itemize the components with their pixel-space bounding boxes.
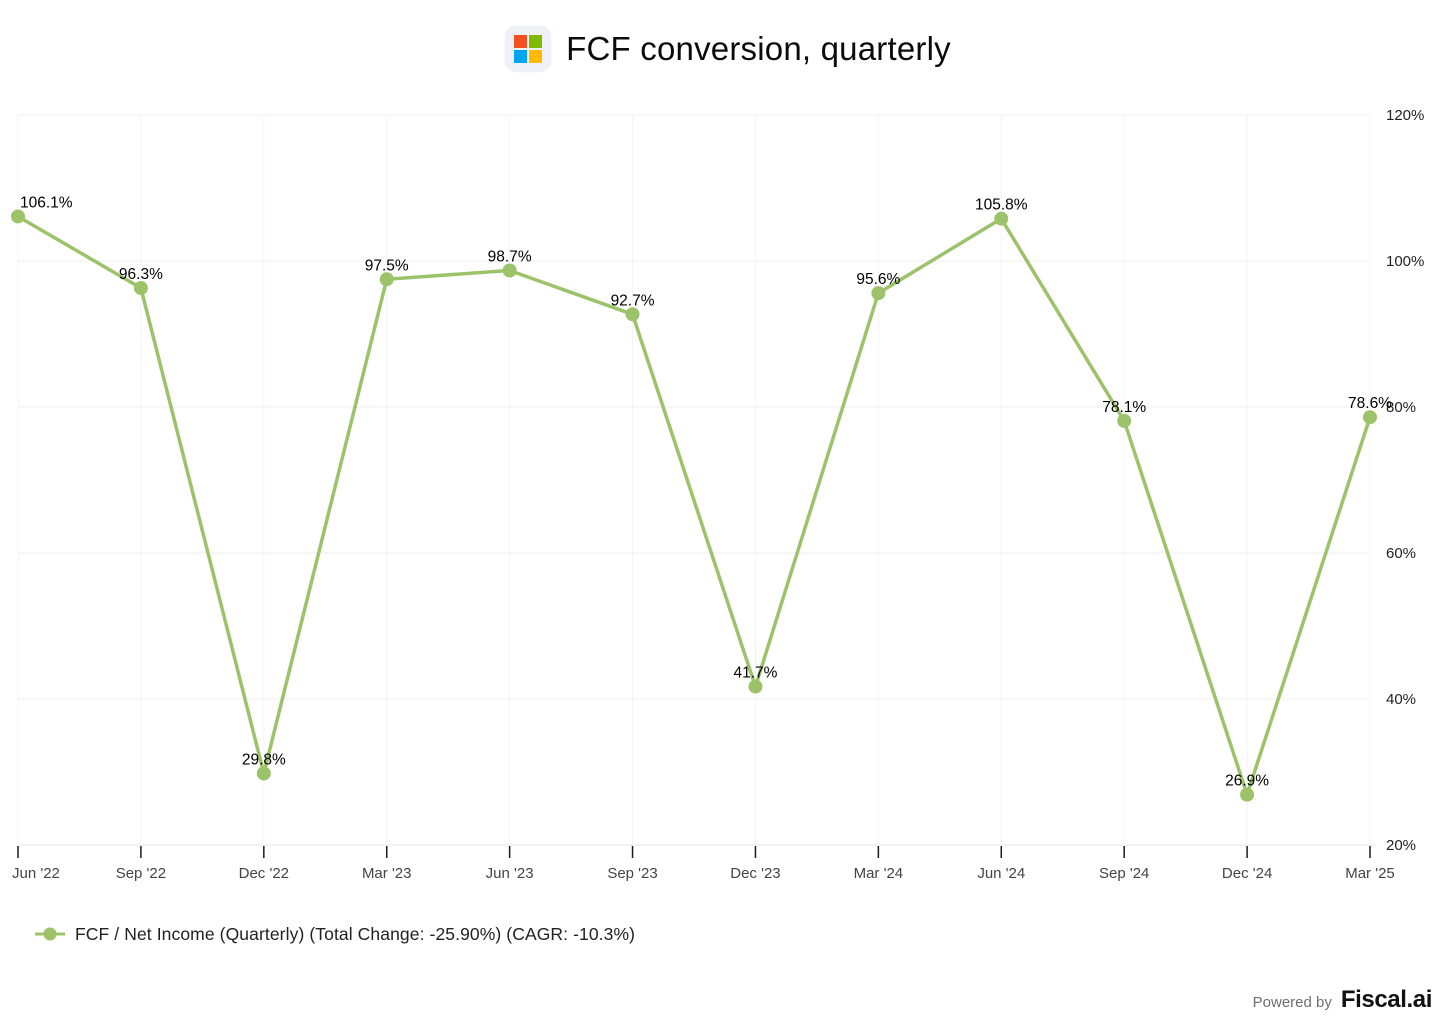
svg-text:Sep '23: Sep '23 [607,865,657,882]
svg-text:97.5%: 97.5% [365,257,409,274]
svg-text:60%: 60% [1386,545,1416,562]
chart-header: FCF conversion, quarterly [0,26,1456,72]
svg-text:80%: 80% [1386,399,1416,416]
microsoft-logo-square-yellow [529,50,543,63]
fcf-conversion-line-chart: 20% 40% 60% 80% 100% 120% Jun '22 Sep '22 Dec '2… [11,107,1424,882]
svg-text:105.8%: 105.8% [975,197,1028,214]
svg-text:106.1%: 106.1% [20,194,73,211]
svg-text:95.6%: 95.6% [856,271,900,288]
svg-text:29.8%: 29.8% [242,751,286,768]
svg-text:98.7%: 98.7% [488,248,532,265]
svg-text:Dec '23: Dec '23 [730,865,780,882]
svg-text:Sep '24: Sep '24 [1099,865,1149,882]
fiscal-ai-logo[interactable]: Fiscal.ai [1340,986,1433,1013]
svg-text:Jun '23: Jun '23 [486,865,534,882]
svg-text:Sep '22: Sep '22 [116,865,166,882]
svg-text:Jun '22: Jun '22 [12,865,60,882]
svg-text:Mar '25: Mar '25 [1345,865,1395,882]
svg-text:Mar '24: Mar '24 [854,865,904,882]
page-title: FCF conversion, quarterly [566,30,951,67]
powered-by-text: Powered by [1252,994,1332,1011]
svg-text:Jun '24: Jun '24 [977,865,1025,882]
microsoft-logo-square-blue [514,50,528,63]
svg-text:20%: 20% [1386,837,1416,854]
svg-text:41.7%: 41.7% [733,665,777,682]
svg-text:100%: 100% [1386,253,1424,270]
svg-text:120%: 120% [1386,107,1424,124]
microsoft-logo-square-green [529,35,543,48]
svg-text:40%: 40% [1386,691,1416,708]
svg-text:96.3%: 96.3% [119,266,163,283]
svg-text:Dec '24: Dec '24 [1222,865,1272,882]
svg-text:78.1%: 78.1% [1102,399,1146,416]
svg-text:Mar '23: Mar '23 [362,865,412,882]
svg-text:92.7%: 92.7% [611,292,655,309]
svg-text:26.9%: 26.9% [1225,773,1269,790]
svg-text:78.6%: 78.6% [1348,395,1392,412]
legend-line-marker-icon [35,927,65,941]
microsoft-logo-square-red [514,35,528,48]
svg-text:Dec '22: Dec '22 [239,865,289,882]
legend-item[interactable]: FCF / Net Income (Quarterly) (Total Chan… [34,919,635,949]
legend-label: FCF / Net Income (Quarterly) (Total Chan… [75,923,636,944]
footer: Powered by Fiscal.ai [1252,986,1433,1014]
microsoft-logo-icon [505,26,552,72]
